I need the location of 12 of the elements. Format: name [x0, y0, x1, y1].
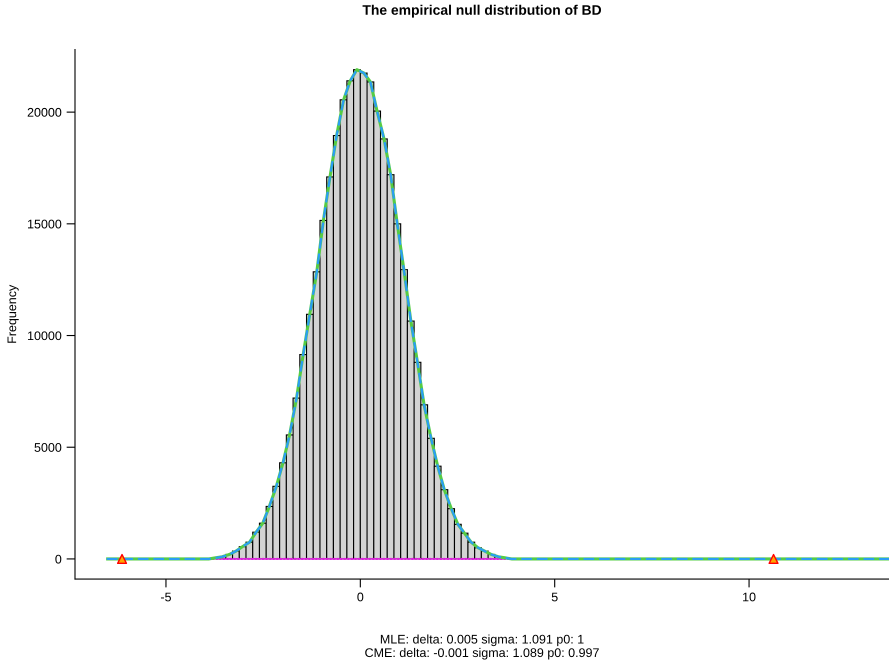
y-tick-label: 5000	[34, 443, 62, 452]
x-tick-label: -5	[160, 592, 171, 602]
y-tick-label: 10000	[28, 331, 62, 340]
x-axis-title: MLE: delta: 0.005 sigma: 1.091 p0: 1 CME: delta: -0.001 sigma: 1.089 p0: 0.997	[365, 634, 599, 660]
x-tick-label: 10	[743, 592, 756, 602]
y-tick-label: 20000	[28, 108, 62, 117]
x-tick-label: 0	[357, 592, 364, 602]
y-tick-label: 15000	[28, 220, 62, 228]
y-tick-label: 0	[55, 554, 62, 564]
chart-title: The empirical null distribution of BD	[362, 4, 602, 18]
x-tick-label: 5	[552, 592, 558, 602]
y-axis-title: Frequency	[8, 284, 19, 343]
